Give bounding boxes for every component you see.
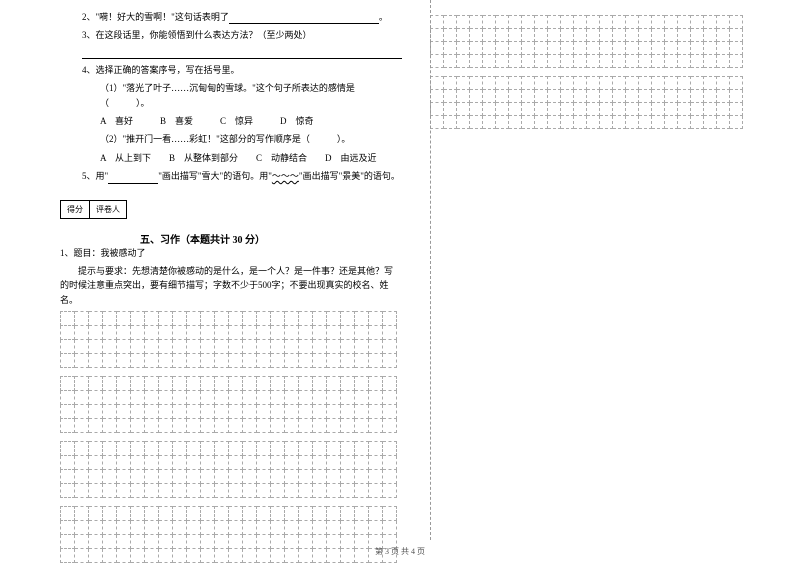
page-divider: [430, 0, 431, 540]
essay-hint: 提示与要求：先想清楚你被感动的是什么，是一个人？是一件事？还是其他？写的时候注意…: [60, 264, 400, 307]
question-4-2: （2）"推开门一看……彩虹！"这部分的写作顺序是（ ）。: [60, 132, 400, 146]
question-4-1: （1）"落光了叶子……沉甸甸的雪球。"这个句子所表达的感情是（ ）。: [60, 81, 400, 110]
writing-grid-right: [430, 15, 760, 129]
question-5: 5、用""画出描写"雪大"的语句。用"～～～"画出描写"景美"的语句。: [60, 169, 400, 183]
answer-line: [82, 47, 402, 59]
score-box: 得分 评卷人: [60, 200, 127, 219]
question-4-1-options: A 喜好 B 喜爱 C 惊异 D 惊奇: [60, 114, 400, 128]
blank-line: [229, 14, 379, 24]
question-3: 3、在这段话里，你能领悟到什么表达方法？（至少两处）: [60, 28, 400, 42]
grader-label: 评卷人: [90, 200, 127, 219]
page-footer: 第 3 页 共 4 页: [0, 546, 800, 557]
section-5-title: 五、习作（本题共计 30 分）: [140, 231, 400, 246]
question-4-2-options: A 从上到下 B 从整体到部分 C 动静结合 D 由远及近: [60, 151, 400, 165]
essay-topic: 1、题目：我被感动了: [60, 246, 400, 260]
question-2: 2、"嗬！好大的雪啊！"这句话表明了。: [60, 10, 400, 24]
question-4: 4、选择正确的答案序号，写在括号里。: [60, 63, 400, 77]
score-label: 得分: [60, 200, 90, 219]
writing-grid-left: [60, 311, 400, 563]
